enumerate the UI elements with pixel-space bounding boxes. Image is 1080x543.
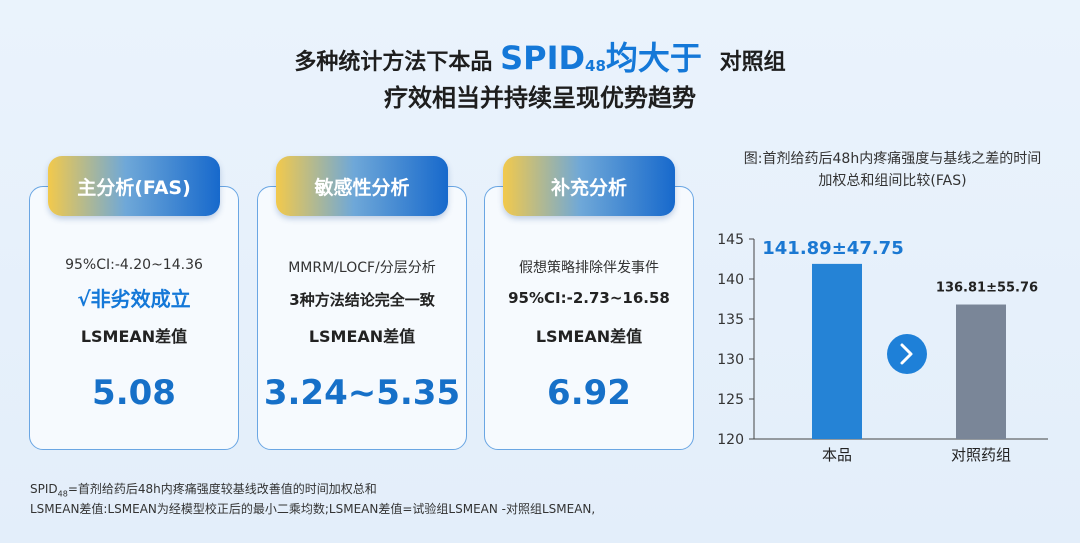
headline-highlight: 均大于 bbox=[605, 39, 702, 77]
y-tick-label: 120 bbox=[717, 432, 744, 448]
card-conclusion: √非劣效成立 bbox=[77, 287, 191, 311]
card-conclusion: 3种方法结论完全一致 bbox=[289, 291, 435, 309]
y-tick-label: 125 bbox=[717, 392, 744, 408]
data-label: 136.81±55.76 bbox=[936, 281, 1038, 296]
card-metric-label: LSMEAN差值 bbox=[80, 327, 188, 346]
x-category-label: 本品 bbox=[822, 446, 852, 464]
headline-pre: 多种统计方法下本品 bbox=[294, 50, 493, 75]
headline-spid: SPID48 bbox=[500, 39, 606, 77]
compare-arrow-icon bbox=[887, 334, 927, 374]
chart-title: 图:首剂给药后48h内疼痛强度与基线之差的时间加权总和组间比较(FAS) bbox=[743, 151, 1042, 189]
data-label: 141.89±47.75 bbox=[762, 238, 903, 259]
footnote-lsmean: LSMEAN差值:LSMEAN为经模型校正后的最小二乘均数;LSMEAN差值=试… bbox=[30, 502, 596, 516]
headline-post: 对照组 bbox=[719, 50, 786, 75]
y-tick-label: 145 bbox=[717, 232, 744, 248]
card-methods: MMRM/LOCF/分层分析 bbox=[288, 260, 436, 276]
card-metric-label: LSMEAN差值 bbox=[535, 327, 643, 346]
y-tick-label: 140 bbox=[717, 272, 744, 288]
card-ci: 95%CI:-4.20~14.36 bbox=[65, 257, 203, 273]
card-strategy: 假想策略排除伴发事件 bbox=[519, 260, 659, 276]
card-header-sensitivity: 敏感性分析 bbox=[276, 156, 448, 216]
card-header-supplementary: 补充分析 bbox=[503, 156, 675, 216]
y-tick-label: 130 bbox=[717, 352, 744, 368]
card-header-primary: 主分析(FAS) bbox=[48, 156, 220, 216]
headline-line-1: 多种统计方法下本品 SPID48均大于 对照组 bbox=[0, 36, 1080, 80]
bar-control bbox=[956, 304, 1006, 439]
bar-product bbox=[812, 263, 862, 439]
card-ci: 95%CI:-2.73~16.58 bbox=[508, 289, 670, 307]
card-metric-label: LSMEAN差值 bbox=[308, 327, 416, 346]
card-value: 3.24~5.35 bbox=[263, 373, 461, 413]
footnote-spid: SPID48=首剂给药后48h内疼痛强度较基线改善值的时间加权总和 bbox=[30, 482, 377, 499]
card-supplementary-analysis: 假想策略排除伴发事件 95%CI:-2.73~16.58 LSMEAN差值 6.… bbox=[484, 186, 694, 450]
y-tick-label: 135 bbox=[717, 312, 744, 328]
card-sensitivity-analysis: MMRM/LOCF/分层分析 3种方法结论完全一致 LSMEAN差值 3.24~… bbox=[257, 186, 467, 450]
card-primary-analysis: 95%CI:-4.20~14.36 √非劣效成立 LSMEAN差值 5.08 bbox=[29, 186, 239, 450]
card-value: 5.08 bbox=[92, 373, 176, 413]
x-category-label: 对照药组 bbox=[951, 446, 1011, 464]
card-value: 6.92 bbox=[547, 373, 631, 413]
headline-line-2: 疗效相当并持续呈现优势趋势 bbox=[384, 84, 696, 112]
